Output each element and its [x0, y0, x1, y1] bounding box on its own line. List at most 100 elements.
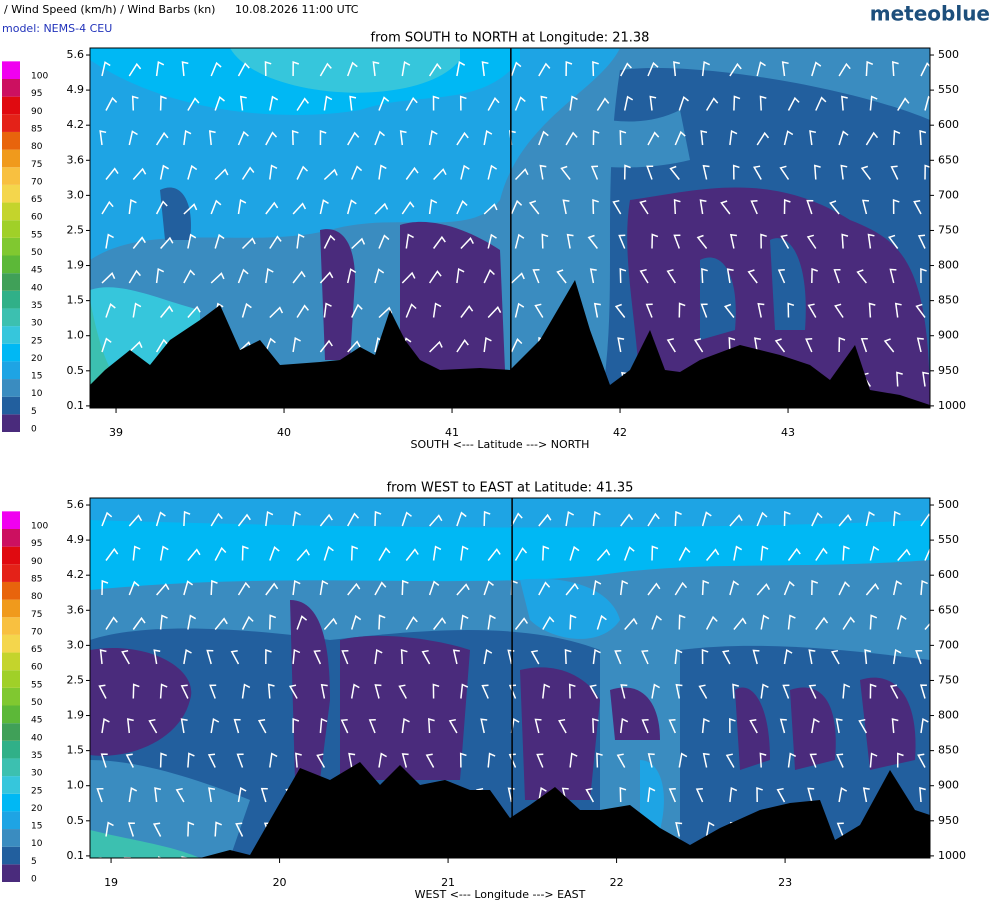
wind-barb — [564, 648, 572, 665]
wind-barb — [865, 405, 872, 408]
wind-barb — [487, 614, 496, 630]
wind-barb — [536, 753, 544, 768]
wind-barb — [159, 614, 168, 630]
wind-barb — [838, 787, 848, 803]
wind-barb — [235, 856, 243, 858]
wind-barb — [181, 61, 189, 77]
wind-barb — [128, 269, 141, 284]
wind-barb — [729, 580, 740, 596]
wind-barb — [347, 855, 354, 858]
wind-barb — [915, 649, 923, 665]
wind-barb — [920, 513, 930, 527]
wind-barb — [237, 130, 249, 146]
wind-barb — [483, 580, 494, 596]
wind-barb — [187, 752, 195, 768]
wind-barb — [647, 582, 661, 596]
wind-barb — [530, 649, 540, 665]
wind-barb — [647, 131, 660, 146]
wind-barb — [565, 582, 579, 596]
colorbar-swatch — [2, 61, 20, 79]
wind-barb — [592, 648, 601, 665]
wind-barb — [269, 95, 279, 111]
colorbar-swatch — [2, 617, 20, 635]
wind-barb — [152, 822, 162, 837]
wind-barb — [433, 617, 447, 630]
wind-barb — [651, 683, 660, 699]
wind-barb — [586, 406, 595, 408]
wind-barb — [429, 514, 443, 527]
wind-barb — [101, 61, 111, 77]
wind-barb — [131, 95, 139, 111]
wind-barb — [374, 581, 387, 596]
wind-barb — [267, 683, 275, 699]
y2-tick-label: 800 — [938, 709, 959, 722]
y2-tick-label: 850 — [938, 294, 959, 307]
wind-barb — [292, 337, 301, 353]
colorbar-swatch — [2, 273, 20, 291]
y2-tick-label: 950 — [938, 364, 959, 377]
wind-barb — [620, 62, 632, 77]
wind-barb — [483, 130, 493, 146]
wind-barb — [619, 786, 627, 803]
wind-barb — [510, 272, 525, 284]
wind-barb — [153, 649, 161, 665]
wind-barb — [732, 164, 740, 180]
wind-barb — [374, 202, 389, 215]
wind-barb — [538, 130, 549, 146]
plot-frame — [89, 47, 931, 409]
wind-barb — [732, 683, 739, 699]
wind-barb — [668, 718, 676, 734]
wind-barb — [729, 233, 737, 249]
x-tick-label: 22 — [610, 876, 624, 889]
datetime: 10.08.2026 11:00 UTC — [235, 3, 359, 16]
wind-barb — [428, 580, 440, 596]
wind-barb — [838, 581, 851, 596]
wind-barb — [323, 95, 333, 111]
colorbar-swatch — [2, 546, 20, 565]
wind-barb — [121, 649, 130, 665]
wind-barb — [425, 753, 435, 768]
wind-barb — [175, 787, 185, 803]
model: model: NEMS-4 CEU — [2, 22, 112, 35]
wind-barb — [482, 855, 490, 858]
wind-barb — [862, 199, 870, 215]
wind-barb — [214, 168, 229, 181]
colorbar-swatch — [2, 740, 20, 759]
wind-barb — [922, 371, 930, 387]
wind-barb — [815, 96, 827, 111]
wind-barb — [836, 822, 844, 837]
wind-barb — [760, 683, 769, 699]
wind-barb — [101, 718, 110, 734]
wind-barb — [128, 787, 138, 803]
colorbar-swatch — [2, 599, 20, 618]
wind-barb — [617, 337, 625, 353]
wind-barb — [374, 130, 385, 146]
wind-barb — [757, 302, 765, 318]
wind-barb — [132, 545, 141, 561]
wind-barb — [612, 199, 622, 215]
wind-barb — [395, 856, 403, 858]
y-tick-label: 1.9 — [67, 259, 85, 272]
wind-barb — [375, 411, 387, 421]
wind-barb — [183, 649, 192, 665]
wind-barb — [457, 855, 463, 858]
wind-barb — [100, 753, 108, 768]
wind-barb — [924, 164, 930, 180]
wind-barb — [214, 233, 225, 249]
wind-barb — [865, 60, 874, 77]
colorbar-swatch — [2, 237, 20, 256]
wind-barb — [856, 269, 867, 284]
wind-barb — [487, 233, 497, 249]
colorbar-swatch — [2, 776, 20, 794]
wind-barb — [264, 60, 272, 77]
wind-barb — [729, 786, 738, 803]
wind-barb — [720, 200, 731, 215]
wind-barb — [323, 545, 334, 561]
wind-barb — [834, 856, 842, 858]
wind-barb — [589, 684, 599, 699]
wind-barb — [673, 198, 681, 215]
wind-barb — [241, 302, 252, 318]
wind-barb — [487, 306, 502, 319]
y-tick-label: 0.5 — [67, 814, 85, 827]
wind-barb — [897, 548, 911, 561]
